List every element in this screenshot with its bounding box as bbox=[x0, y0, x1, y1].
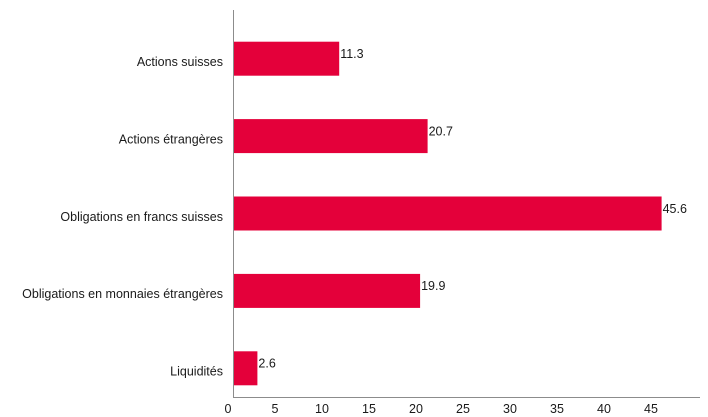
x-tick-label-5: 5 bbox=[272, 402, 279, 416]
bar-obligations-en-monnaies-etrangeres bbox=[233, 273, 421, 308]
category-label-liquidites: Liquidités bbox=[170, 365, 223, 379]
bar-actions-etrangeres bbox=[233, 119, 428, 154]
bars-group bbox=[233, 41, 662, 386]
category-label-obligations-en-monnaies-etrangeres: Obligations en monnaies étrangères bbox=[22, 287, 223, 301]
x-tick-label-40: 40 bbox=[597, 402, 611, 416]
x-tick-label-45: 45 bbox=[644, 402, 658, 416]
value-label-actions-etrangeres: 20.7 bbox=[429, 124, 453, 138]
value-label-obligations-en-monnaies-etrangeres: 19.9 bbox=[421, 279, 445, 293]
bar-actions-suisses bbox=[233, 41, 340, 76]
x-tick-label-0: 0 bbox=[225, 402, 232, 416]
x-tick-label-20: 20 bbox=[409, 402, 423, 416]
value-label-liquidites: 2.6 bbox=[258, 357, 275, 371]
category-label-actions-suisses: Actions suisses bbox=[137, 55, 223, 69]
value-label-obligations-en-francs-suisses: 45.6 bbox=[663, 202, 687, 216]
value-label-actions-suisses: 11.3 bbox=[340, 47, 363, 61]
bar-liquidites bbox=[233, 351, 258, 386]
bar-obligations-en-francs-suisses bbox=[233, 196, 662, 231]
x-tick-label-35: 35 bbox=[550, 402, 564, 416]
labels-group: 11.3 Actions suisses 20.7 Actions étrangère… bbox=[22, 47, 687, 379]
category-label-actions-etrangeres: Actions étrangères bbox=[119, 132, 223, 146]
x-tick-label-30: 30 bbox=[503, 402, 517, 416]
axes-group: 0 5 10 15 20 25 30 35 40 45 bbox=[225, 10, 700, 416]
x-tick-label-10: 10 bbox=[315, 402, 329, 416]
x-tick-label-25: 25 bbox=[456, 402, 470, 416]
x-tick-label-15: 15 bbox=[362, 402, 376, 416]
category-label-obligations-en-francs-suisses: Obligations en francs suisses bbox=[60, 210, 223, 224]
